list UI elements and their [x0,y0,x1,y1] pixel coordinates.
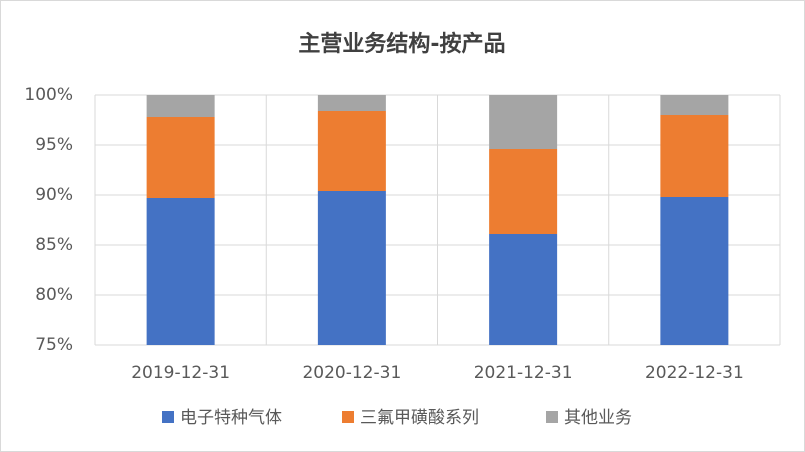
legend-swatch [546,411,558,423]
y-tick-label: 100% [24,85,73,105]
bar-segment [146,95,215,117]
bar-segment [489,234,558,345]
bar-segment [660,95,729,115]
bar-segment [146,117,215,198]
y-tick-label: 85% [35,235,73,255]
legend-swatch [342,411,354,423]
legend-label: 电子特种气体 [180,408,282,428]
bar-segment [317,191,386,345]
x-tick-label: 2022-12-31 [645,363,744,383]
bar-segment [489,149,558,234]
bar-segment [317,111,386,191]
x-tick-label: 2020-12-31 [302,363,401,383]
bar-segment [660,197,729,345]
legend-swatch [162,411,174,423]
y-tick-label: 90% [35,185,73,205]
x-tick-label: 2021-12-31 [474,363,573,383]
bar-segment [146,198,215,345]
bar-segment [317,95,386,111]
legend-label: 其他业务 [564,408,632,428]
y-tick-label: 75% [35,335,73,355]
bar-segment [660,115,729,197]
x-tick-label: 2019-12-31 [131,363,230,383]
y-tick-label: 80% [35,285,73,305]
legend-label: 三氟甲磺酸系列 [360,408,479,428]
y-tick-label: 95% [35,135,73,155]
chart-title: 主营业务结构-按产品 [298,31,505,57]
bar-segment [489,95,558,149]
